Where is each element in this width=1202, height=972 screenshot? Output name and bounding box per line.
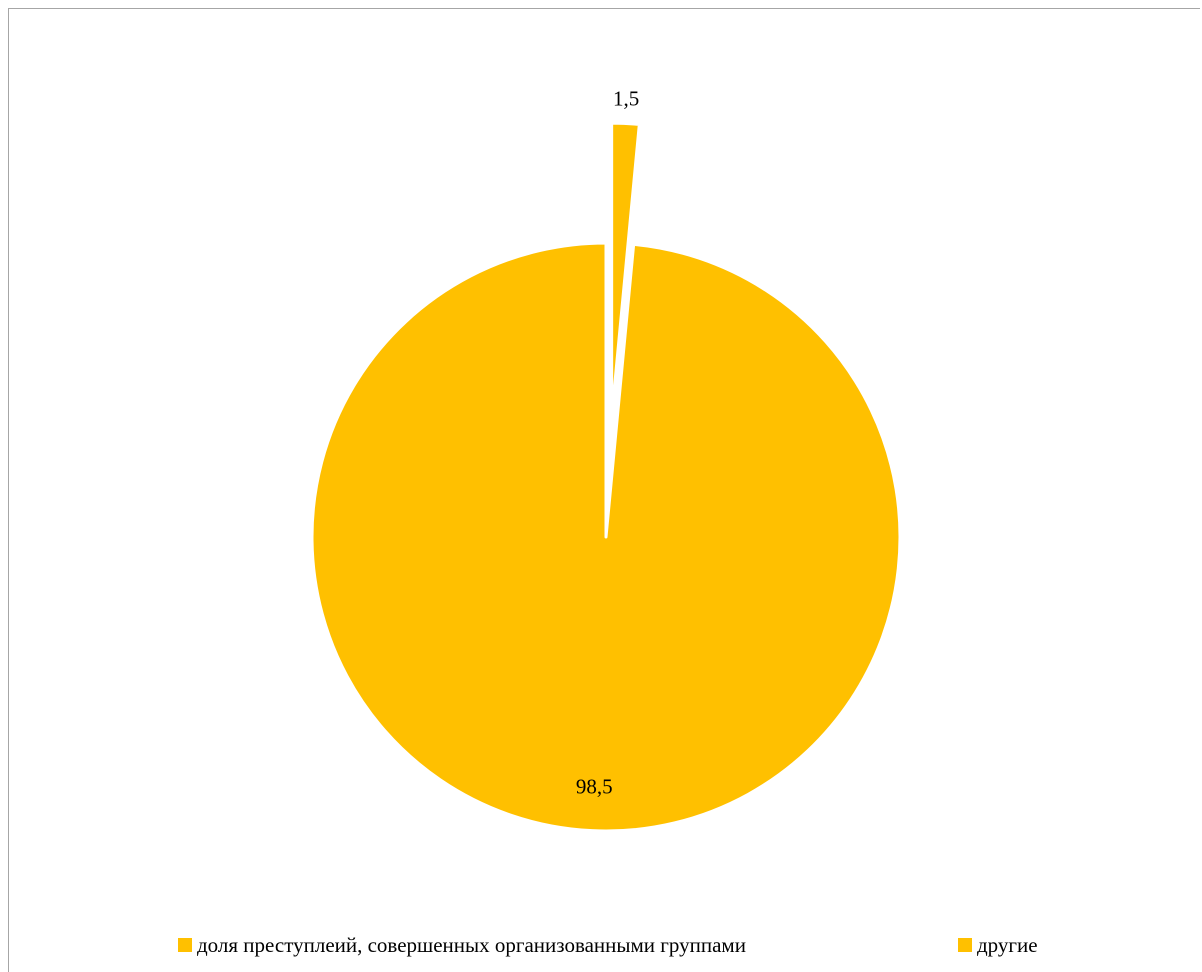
legend-label-others: другие xyxy=(977,932,1038,957)
legend-item-organized-groups: доля преступлеий, совершенных организова… xyxy=(178,930,746,960)
pie-slice-organized-groups xyxy=(610,121,641,419)
data-label-organized-groups: 1,5 xyxy=(613,86,639,110)
legend-swatch-others xyxy=(958,938,972,952)
legend-item-others: другие xyxy=(958,930,1038,960)
data-label-others: 98,5 xyxy=(576,775,613,799)
legend-swatch-organized-groups xyxy=(178,938,192,952)
pie-slice-others xyxy=(310,241,902,833)
legend-label-organized-groups: доля преступлеий, совершенных организова… xyxy=(197,932,746,957)
legend: доля преступлеий, совершенных организова… xyxy=(0,930,1202,960)
